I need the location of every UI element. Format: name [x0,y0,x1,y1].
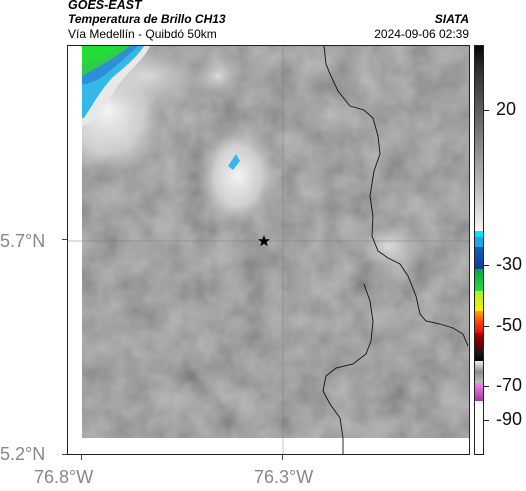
lon-tick-label: 76.3°W [254,467,314,487]
colorbar-label: -90 [496,409,523,429]
lat-tick-label: 5.7°N [0,231,46,251]
satellite-title: GOES-EAST [68,0,142,12]
lon-tick-label: 76.8°W [34,467,94,487]
satellite-image [68,46,469,454]
lat-tick-label: 5.2°N [0,444,46,464]
xtick-mark [282,455,283,460]
product-title: Temperatura de Brillo CH13 [68,12,226,26]
colorbar-label: 20 [496,99,517,119]
border-line [323,46,469,347]
star-marker [258,235,270,247]
ytick-mark [62,239,67,240]
region-subtitle: Vía Medellín - Quibdó 50km [68,27,217,41]
cold-cloud-small [228,154,240,170]
colorbar-label: -50 [496,315,523,335]
ytick-mark [62,454,67,455]
timestamp-label: 2024-09-06 02:39 [374,27,469,41]
colorbar-label: -70 [496,375,523,395]
colorbar-label: -30 [496,254,523,274]
river-line [322,283,374,454]
map-panel[interactable] [67,45,470,455]
xtick-mark [81,455,82,460]
colorbar [474,45,484,455]
organization-label: SIATA [434,12,469,26]
